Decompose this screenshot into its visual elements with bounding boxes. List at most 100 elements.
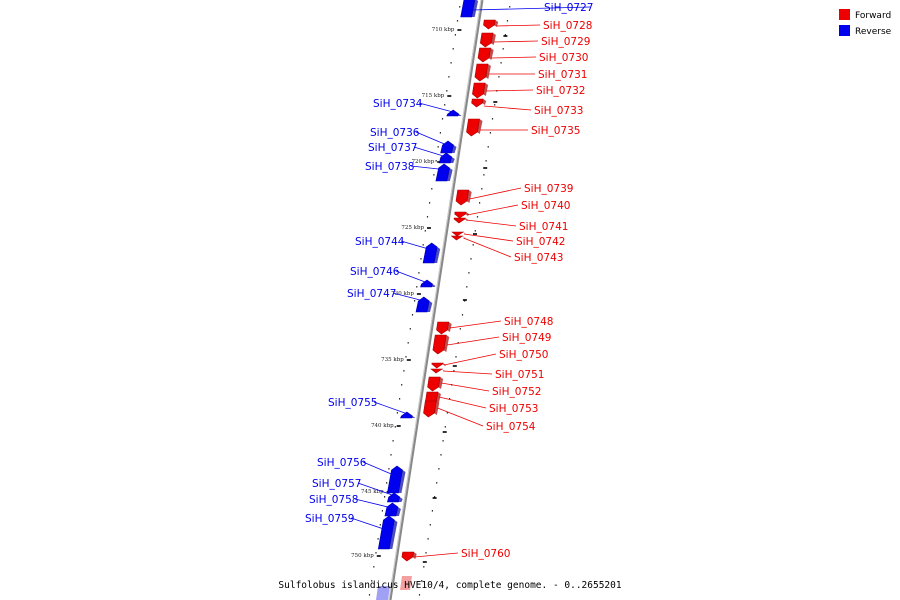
label-leaders — [350, 6, 591, 558]
gene-label-sih_0753[interactable]: SiH_0753 — [489, 403, 538, 415]
gene-feature-sih_0748[interactable] — [436, 321, 450, 335]
gene-feature-sih_0759[interactable] — [377, 515, 395, 550]
gene-feature-sih_0757[interactable] — [387, 492, 401, 503]
gene-label-sih_0749[interactable]: SiH_0749 — [502, 332, 551, 344]
gene-label-sih_0748[interactable]: SiH_0748 — [504, 316, 553, 328]
gene-label-sih_0760[interactable]: SiH_0760 — [461, 548, 510, 560]
gene-label-sih_0750[interactable]: SiH_0750 — [499, 349, 548, 361]
gene-feature-sih_0746[interactable] — [420, 279, 433, 288]
gene-label-sih_0744[interactable]: SiH_0744 — [355, 236, 405, 248]
gene-label-sih_0730[interactable]: SiH_0730 — [539, 52, 588, 64]
gene-feature-sih_0729[interactable] — [479, 32, 494, 48]
gene-feature-shade — [457, 114, 462, 116]
gene-feature-sih_0737[interactable] — [438, 152, 453, 164]
gene-feature-sih_0743[interactable] — [450, 235, 464, 241]
label-leader — [414, 552, 459, 558]
track-dot — [436, 482, 438, 484]
gene-feature-sih_0752[interactable] — [427, 376, 441, 392]
track-dot — [373, 566, 375, 568]
label-leader — [395, 270, 431, 285]
gene-label-sih_0729[interactable]: SiH_0729 — [541, 36, 590, 48]
gene-feature-sih_0755[interactable] — [400, 411, 413, 419]
gene-label-sih_0758[interactable]: SiH_0758 — [309, 494, 358, 506]
gene-feature-shade — [435, 392, 441, 403]
gene-feature-sih_0750[interactable] — [431, 362, 444, 369]
gene-feature-shade — [433, 401, 440, 415]
label-leader — [463, 237, 512, 258]
track-dot — [491, 118, 494, 120]
gene-feature-shade — [493, 20, 499, 27]
gene-feature-shade — [411, 416, 416, 418]
gene-feature-shade — [446, 168, 453, 181]
gene-label-sih_0754[interactable]: SiH_0754 — [486, 421, 536, 433]
gene-feature-shade — [446, 322, 452, 332]
legend-forward-swatch — [839, 9, 850, 20]
track-dot — [422, 244, 424, 246]
track-dot — [375, 552, 377, 554]
track-dot — [489, 132, 491, 134]
gene-label-sih_0731[interactable]: SiH_0731 — [538, 69, 587, 81]
gene-label-sih_0742[interactable]: SiH_0742 — [516, 236, 565, 248]
genome-axis — [388, 0, 484, 600]
gene-label-sih_0759[interactable]: SiH_0759 — [305, 513, 354, 525]
gene-feature-sih_0735[interactable] — [466, 118, 480, 137]
gene-feature-sih_0733[interactable] — [471, 98, 484, 108]
gene-label-sih_0747[interactable]: SiH_0747 — [347, 288, 396, 300]
legend: Forward Reverse — [839, 9, 892, 37]
genome-caption: Sulfolobus islandicus HVE10/4, complete … — [278, 580, 621, 591]
track-dot — [399, 398, 401, 400]
track-dot — [485, 160, 487, 162]
gene-feature-sih_0758[interactable] — [384, 502, 399, 517]
gene-feature-sih_0738[interactable] — [435, 163, 450, 182]
gene-feature-shade — [490, 33, 496, 45]
gene-label-sih_0755[interactable]: SiH_0755 — [328, 397, 377, 409]
gene-label-sih_0728[interactable]: SiH_0728 — [543, 20, 592, 32]
gene-label-sih_0756[interactable]: SiH_0756 — [317, 457, 367, 469]
gene-label-sih_0743[interactable]: SiH_0743 — [514, 252, 563, 264]
gene-feature-sih_0739[interactable] — [455, 189, 470, 206]
gene-feature-sih_0754[interactable] — [423, 400, 437, 418]
gene-label-sih_0752[interactable]: SiH_0752 — [492, 386, 541, 398]
gene-feature-sih_0747[interactable] — [415, 296, 430, 313]
track-dot — [498, 76, 500, 78]
track-dot — [438, 468, 440, 470]
gene-feature-sih_0727[interactable] — [460, 0, 476, 18]
gene-label-sih_0746[interactable]: SiH_0746 — [350, 266, 400, 278]
gene-feature-sih_0741[interactable] — [453, 217, 466, 224]
legend-forward-label: Forward — [855, 11, 891, 21]
gene-label-sih_0740[interactable]: SiH_0740 — [521, 200, 570, 212]
gene-feature-sih_0760[interactable] — [401, 551, 415, 562]
gene-label-sih_0735[interactable]: SiH_0735 — [531, 125, 580, 137]
gene-label-sih_0734[interactable]: SiH_0734 — [373, 98, 423, 110]
gene-label-sih_0737[interactable]: SiH_0737 — [368, 142, 417, 154]
track-dot — [474, 230, 476, 232]
gene-label-sih_0736[interactable]: SiH_0736 — [370, 127, 420, 139]
gene-label-sih_0751[interactable]: SiH_0751 — [495, 369, 544, 381]
label-leader — [418, 102, 457, 114]
gene-feature-sih_0744[interactable] — [422, 242, 438, 264]
gene-label-sih_0757[interactable]: SiH_0757 — [312, 478, 361, 490]
gene-feature-sih_0728[interactable] — [483, 19, 496, 30]
gene-label-sih_0732[interactable]: SiH_0732 — [536, 85, 585, 97]
gene-feature-sih_0731[interactable] — [474, 63, 489, 82]
gene-label-sih_0739[interactable]: SiH_0739 — [524, 183, 573, 195]
gene-feature-sih_0734[interactable] — [446, 109, 460, 117]
axis-tick-label: 720 kbp — [412, 159, 435, 165]
gene-feature-sih_0730[interactable] — [477, 47, 491, 63]
track-dot — [409, 328, 411, 330]
gene-label-sih_0727[interactable]: SiH_0727 — [544, 2, 593, 14]
gene-feature-sih_0749[interactable] — [432, 334, 447, 355]
gene-label-sih_0738[interactable]: SiH_0738 — [365, 161, 414, 173]
gene-label-sih_0733[interactable]: SiH_0733 — [534, 105, 583, 117]
gene-feature-sih_0732[interactable] — [472, 82, 486, 99]
label-leader — [441, 382, 490, 392]
gene-feature-sih_0756[interactable] — [387, 465, 403, 494]
gene-feature-sih_0742[interactable] — [451, 231, 465, 237]
gene-feature-sih_0740[interactable] — [454, 211, 467, 219]
gene-feature-shade — [488, 48, 494, 60]
track-dot — [427, 538, 429, 540]
track-dot — [479, 202, 481, 204]
gene-label-sih_0741[interactable]: SiH_0741 — [519, 221, 568, 233]
label-leader — [350, 517, 393, 533]
gene-feature-sih_0751[interactable] — [430, 368, 444, 374]
